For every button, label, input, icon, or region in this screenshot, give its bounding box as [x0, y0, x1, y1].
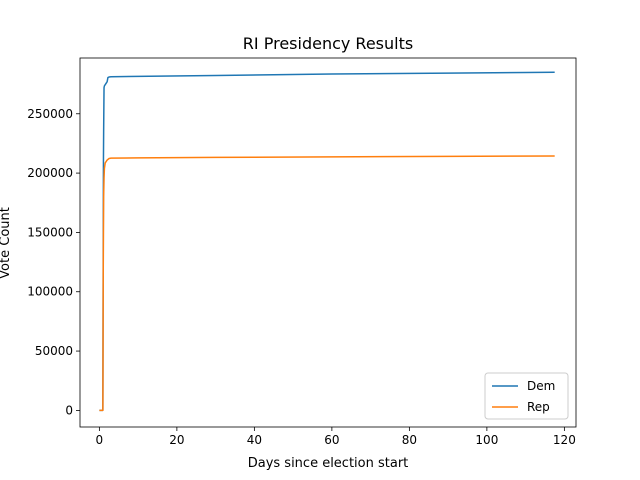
plot-area: 0 20 40 60 80 100 120 0 50000 100000 150000 200000 2… [27, 57, 577, 447]
y-tick-label: 50000 [35, 344, 73, 358]
x-tick-label: 100 [475, 433, 498, 447]
plot-frame [79, 57, 577, 428]
y-tick-label: 250000 [27, 107, 73, 121]
x-tick-label: 20 [169, 433, 184, 447]
x-tick-label: 0 [96, 433, 104, 447]
legend-label-dem: Dem [527, 379, 555, 393]
x-axis-label: Days since election start [248, 456, 409, 471]
y-axis-label: Vote Count [0, 207, 13, 279]
x-tick-label: 80 [402, 433, 417, 447]
series-line-dem [99, 71, 555, 412]
x-tick-label: 60 [324, 433, 339, 447]
x-tick-label: 120 [553, 433, 576, 447]
y-tick-label: 150000 [27, 225, 73, 239]
y-tick-label: 200000 [27, 166, 73, 180]
y-tick-label: 100000 [27, 285, 73, 299]
chart-title: RI Presidency Results [243, 34, 413, 53]
series-line-rep [99, 155, 555, 412]
legend: Dem Rep [484, 372, 569, 420]
legend-label-rep: Rep [527, 400, 550, 414]
y-tick-label: 0 [65, 403, 73, 417]
x-tick-label: 40 [247, 433, 262, 447]
